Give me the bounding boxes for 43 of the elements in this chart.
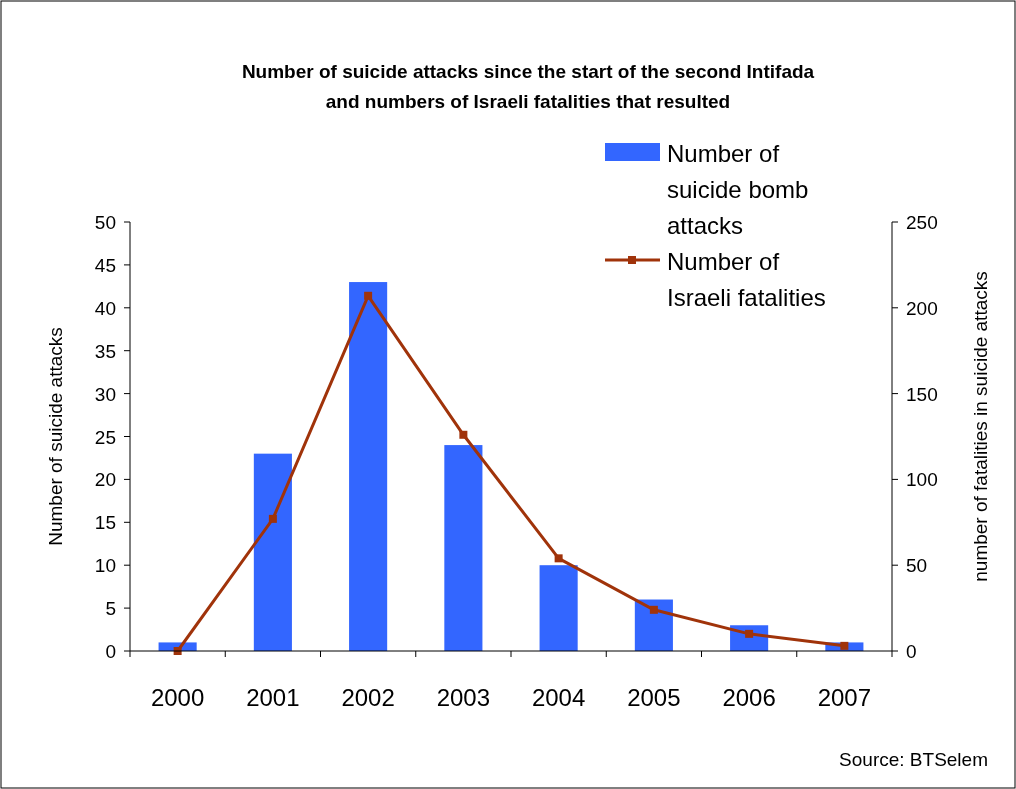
y-tick-label: 25	[94, 426, 116, 448]
y2-tick-label: 200	[906, 297, 938, 319]
y2-axis-title: number of fatalities in suicide attacks	[970, 271, 991, 582]
y-tick-label: 0	[105, 641, 116, 662]
x-tick-label: 2006	[722, 684, 776, 711]
x-tick-label: 2001	[246, 684, 300, 711]
point	[459, 430, 468, 439]
y-tick-label: 40	[94, 297, 116, 319]
x-tick-label: 2007	[817, 684, 872, 711]
point	[268, 514, 277, 523]
point	[554, 554, 563, 563]
y-tick-label: 20	[94, 469, 116, 491]
point	[649, 605, 658, 614]
y-axis-title: Number of suicide attacks	[45, 327, 66, 546]
x-tick-label: 2005	[627, 684, 681, 711]
x-tick-label: 2002	[341, 684, 395, 711]
y2-tick-label: 0	[906, 641, 917, 662]
legend-label: Number of Israeli fatalities	[667, 248, 826, 311]
y-tick-label: 30	[94, 383, 116, 405]
bar	[444, 445, 483, 651]
bar	[253, 453, 292, 651]
legend-label: Number of suicide bomb attacks	[667, 140, 809, 239]
x-tick-label: 2003	[436, 684, 491, 711]
y-tick-label: 45	[94, 254, 116, 276]
y-tick-label: 10	[94, 555, 116, 577]
y-tick-label: 15	[94, 512, 116, 534]
x-tick-label: 2000	[150, 684, 205, 711]
x-tick-label: 2004	[531, 684, 586, 711]
point	[364, 291, 373, 300]
y-tick-label: 5	[105, 598, 116, 620]
bar	[634, 599, 673, 651]
point	[745, 629, 754, 638]
y2-tick-label: 150	[906, 383, 938, 405]
source-note: Source: BTSelem	[839, 749, 988, 770]
y2-tick-label: 50	[906, 555, 928, 577]
y-tick-label: 50	[94, 212, 116, 233]
chart-title: Number of suicide attacks since the start of the second Intifada and numbers of Israeli fatalities that resulted	[241, 61, 815, 112]
y2-tick-label: 100	[906, 469, 938, 491]
bar	[349, 282, 388, 651]
y-tick-label: 35	[94, 340, 116, 362]
point	[840, 641, 849, 650]
bar	[539, 565, 578, 651]
y2-tick-label: 250	[906, 212, 938, 233]
